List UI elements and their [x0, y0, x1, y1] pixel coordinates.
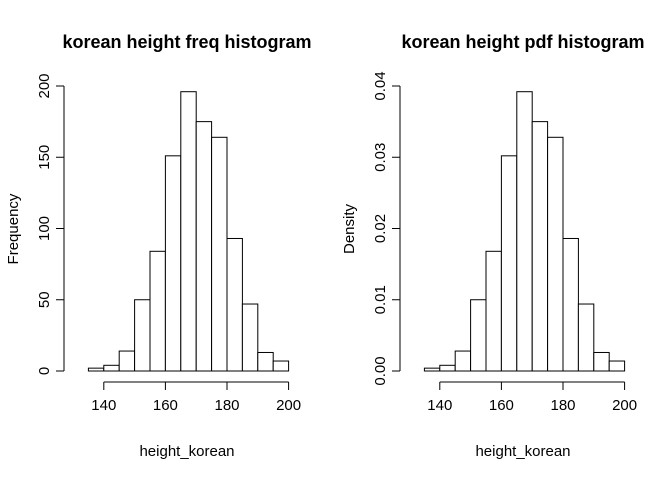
x-axis: 140 160 180 200 [427, 381, 637, 414]
y-tick-label: 0.03 [372, 143, 389, 172]
x-tick-label: 180 [214, 397, 239, 414]
x-axis: 140 160 180 200 [91, 381, 301, 414]
y-tick-label: 100 [36, 216, 53, 241]
histogram-bar [531, 121, 549, 372]
y-tick-label: 150 [36, 145, 53, 170]
chart-title: korean height freq histogram [62, 32, 311, 52]
x-axis-label: height_korean [475, 443, 570, 460]
histogram-bar [593, 351, 610, 372]
y-tick-label: 0.04 [372, 71, 389, 100]
histogram-bar [257, 351, 274, 372]
histogram-bar [454, 350, 472, 372]
histogram-bar [485, 250, 502, 372]
y-tick-label: 50 [36, 291, 53, 308]
histogram-bar [500, 155, 518, 372]
y-axis: 0.00 0.01 0.02 0.03 0.04 [372, 71, 401, 386]
histogram-bar [118, 350, 136, 372]
histogram-panel-frequency: korean height freq histogram height_kore… [5, 32, 312, 460]
histogram-bar [516, 91, 533, 372]
histogram-bar [439, 364, 456, 372]
x-tick-label: 180 [550, 397, 575, 414]
histogram-bar [103, 364, 120, 372]
bars [423, 91, 626, 372]
histogram-bar [195, 121, 213, 372]
x-tick-label: 160 [153, 397, 178, 414]
histogram-bar [241, 303, 259, 372]
histogram-bar [226, 237, 243, 372]
y-axis-label: Density [341, 203, 358, 254]
histogram-bar [562, 237, 579, 372]
y-tick-label: 200 [36, 73, 53, 98]
y-tick-label: 0.00 [372, 356, 389, 385]
histogram-bar [134, 299, 151, 372]
histogram-panel-density: korean height pdf histogram height_korea… [341, 32, 645, 460]
x-tick-label: 160 [489, 397, 514, 414]
bars [87, 91, 290, 372]
histogram-bar [470, 299, 487, 372]
chart-title: korean height pdf histogram [401, 32, 644, 52]
histogram-bar [608, 360, 626, 372]
y-tick-label: 0.01 [372, 285, 389, 314]
histogram-bar [180, 91, 197, 372]
histogram-bar [164, 155, 182, 372]
x-tick-label: 200 [612, 397, 637, 414]
histogram-bar [211, 136, 228, 372]
y-tick-label: 0.02 [372, 214, 389, 243]
x-tick-label: 140 [91, 397, 116, 414]
histogram-bar [87, 367, 105, 372]
histogram-bar [577, 303, 595, 372]
y-axis-label: Frequency [5, 193, 22, 264]
y-tick-label: 0 [36, 367, 53, 375]
histogram-bar [423, 367, 441, 372]
x-axis-label: height_korean [139, 443, 234, 460]
x-tick-label: 140 [427, 397, 452, 414]
histogram-bar [547, 136, 564, 372]
histogram-bar [272, 360, 290, 372]
x-tick-label: 200 [276, 397, 301, 414]
histogram-bar [149, 250, 166, 372]
y-axis: 0 50 100 150 200 [36, 73, 65, 375]
